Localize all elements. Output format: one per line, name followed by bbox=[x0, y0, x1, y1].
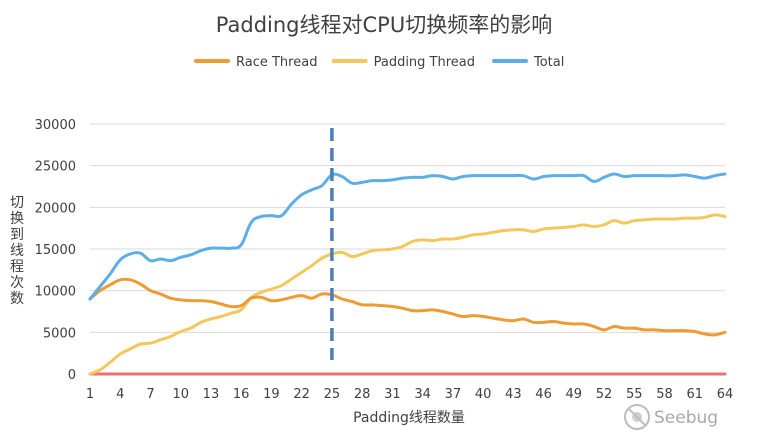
x-tick-label: 64 bbox=[717, 387, 734, 402]
y-tick-label: 15000 bbox=[35, 243, 76, 258]
watermark-text: Seebug bbox=[654, 408, 718, 428]
x-tick-label: 13 bbox=[203, 387, 220, 402]
x-axis-title: Padding线程数量 bbox=[353, 410, 465, 426]
x-tick-label: 16 bbox=[233, 387, 250, 402]
x-tick-label: 52 bbox=[596, 387, 613, 402]
x-tick-label: 31 bbox=[384, 387, 401, 402]
y-tick-label: 10000 bbox=[35, 285, 76, 300]
y-axis-title-char: 换 bbox=[10, 210, 24, 227]
y-tick-label: 5000 bbox=[43, 326, 76, 341]
y-tick-label: 0 bbox=[68, 368, 76, 383]
y-tick-label: 30000 bbox=[35, 118, 76, 133]
x-tick-label: 1 bbox=[86, 387, 94, 402]
x-tick-label: 4 bbox=[116, 387, 124, 402]
y-axis-ticks: 0 5000 10000 15000 20000 25000 30000 bbox=[35, 118, 76, 383]
x-tick-label: 37 bbox=[445, 387, 462, 402]
series-line-race-thread bbox=[88, 277, 727, 337]
series-line-padding-thread bbox=[88, 213, 727, 376]
legend-label-race-thread: Race Thread bbox=[236, 55, 317, 70]
x-tick-label: 7 bbox=[146, 387, 154, 402]
y-axis-title-char: 数 bbox=[10, 291, 24, 307]
gridlines bbox=[90, 123, 725, 375]
x-tick-label: 34 bbox=[414, 387, 431, 402]
x-tick-label: 40 bbox=[475, 387, 492, 402]
x-tick-label: 10 bbox=[172, 387, 189, 402]
seebug-logo-icon bbox=[624, 404, 650, 430]
y-axis-title-char: 线 bbox=[10, 243, 24, 259]
x-tick-label: 46 bbox=[535, 387, 552, 402]
x-tick-label: 55 bbox=[626, 387, 643, 402]
series-lines bbox=[88, 172, 727, 376]
x-tick-label: 28 bbox=[354, 387, 371, 402]
watermark: Seebug bbox=[624, 404, 718, 430]
y-axis-title-char: 程 bbox=[10, 259, 24, 275]
y-axis-title-char: 切 bbox=[10, 195, 24, 211]
x-tick-label: 61 bbox=[686, 387, 703, 402]
x-tick-label: 58 bbox=[656, 387, 673, 402]
y-axis-title-char: 次 bbox=[10, 275, 24, 291]
x-tick-label: 43 bbox=[505, 387, 522, 402]
y-tick-label: 20000 bbox=[35, 201, 76, 216]
x-tick-label: 22 bbox=[293, 387, 310, 402]
x-tick-label: 49 bbox=[566, 387, 583, 402]
y-tick-label: 25000 bbox=[35, 160, 76, 175]
chart-title: Padding线程对CPU切换频率的影响 bbox=[216, 13, 552, 37]
x-tick-label: 19 bbox=[263, 387, 280, 402]
legend-label-total: Total bbox=[533, 55, 564, 70]
legend-label-padding-thread: Padding Thread bbox=[374, 55, 475, 70]
y-axis-title-char: 到 bbox=[10, 227, 24, 243]
x-tick-label: 25 bbox=[324, 387, 341, 402]
x-axis-ticks: 1 4 7 10 13 16 19 22 25 28 31 34 37 40 43 46 49 52 55 58 61 6… bbox=[86, 387, 733, 402]
legend: Race Thread Padding Thread Total bbox=[194, 55, 564, 70]
series-line-total bbox=[88, 172, 727, 301]
